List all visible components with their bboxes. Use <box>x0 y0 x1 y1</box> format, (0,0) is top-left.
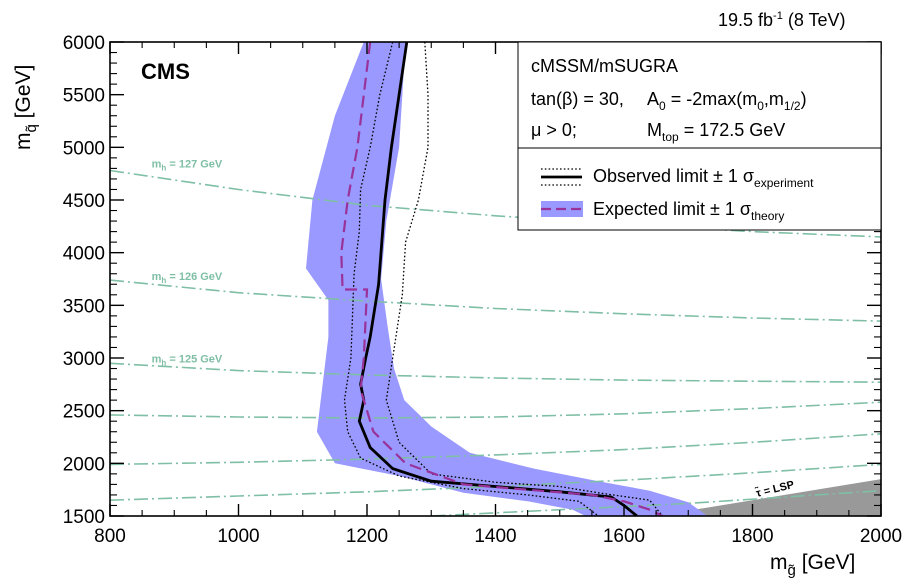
observed-experiment-band-line <box>385 42 664 516</box>
experiment-label: CMS <box>141 59 190 84</box>
legend-observed-label: Observed limit ± 1 σexperiment <box>593 166 814 190</box>
x-tick-label: 1800 <box>731 526 773 547</box>
tanbeta-text: tan(β) = 30, <box>531 89 624 109</box>
higgs-contour <box>110 169 881 238</box>
higgs-mass-label: mh = 125 GeV <box>152 353 223 367</box>
model-name: cMSSM/mSUGRA <box>531 56 678 76</box>
y-axis-title: mq̃ [GeV] <box>12 65 40 150</box>
higgs-contour <box>110 279 881 322</box>
x-tick-label: 1000 <box>217 526 259 547</box>
luminosity-label: 19.5 fb-1 (8 TeV) <box>718 10 846 30</box>
mtop-text: Mtop = 172.5 GeV <box>647 120 785 144</box>
y-tick-label: 4500 <box>63 191 105 212</box>
x-tick-label: 1400 <box>474 526 516 547</box>
higgs-contour <box>431 489 881 516</box>
a0-text: A0 = -2max(m0,m1/2) <box>647 89 807 113</box>
observed-experiment-band-line <box>343 42 599 516</box>
higgs-contour <box>110 401 881 419</box>
y-tick-label: 1500 <box>63 507 105 528</box>
x-axis-title: mg̃ [GeV] <box>770 551 855 578</box>
higgs-mass-label: mh = 127 GeV <box>152 158 223 172</box>
stau-lsp-region <box>656 479 881 516</box>
mu-text: μ > 0; <box>531 120 577 140</box>
x-axis-ticks: 800 1000 1200 1400 1600 1800 2000 <box>94 42 902 547</box>
y-tick-label: 3500 <box>63 296 105 317</box>
expected-theory-band <box>306 42 708 516</box>
higgs-contour <box>110 362 881 383</box>
y-tick-label: 2500 <box>63 402 105 423</box>
y-tick-label: 4000 <box>63 244 105 265</box>
x-tick-label: 2000 <box>860 526 902 547</box>
higgs-mass-label: mh = 126 GeV <box>152 271 223 285</box>
limit-curves <box>340 42 664 516</box>
y-tick-label: 6000 <box>63 33 105 54</box>
higgs-contour <box>110 433 881 466</box>
model-info-box: cMSSM/mSUGRA tan(β) = 30, A0 = -2max(m0,… <box>517 41 882 149</box>
legend-expected-label: Expected limit ± 1 σtheory <box>593 199 784 223</box>
x-tick-label: 1200 <box>346 526 388 547</box>
x-tick-label: 800 <box>94 526 126 547</box>
y-tick-label: 3000 <box>63 349 105 370</box>
y-tick-label: 2000 <box>63 454 105 475</box>
y-tick-label: 5000 <box>63 138 105 159</box>
higgs-mass-labels: mh = 127 GeV mh = 126 GeV mh = 125 GeV <box>152 158 223 367</box>
legend: Observed limit ± 1 σexperiment Expected … <box>517 147 882 231</box>
y-tick-label: 5500 <box>63 86 105 107</box>
x-tick-label: 1600 <box>603 526 645 547</box>
